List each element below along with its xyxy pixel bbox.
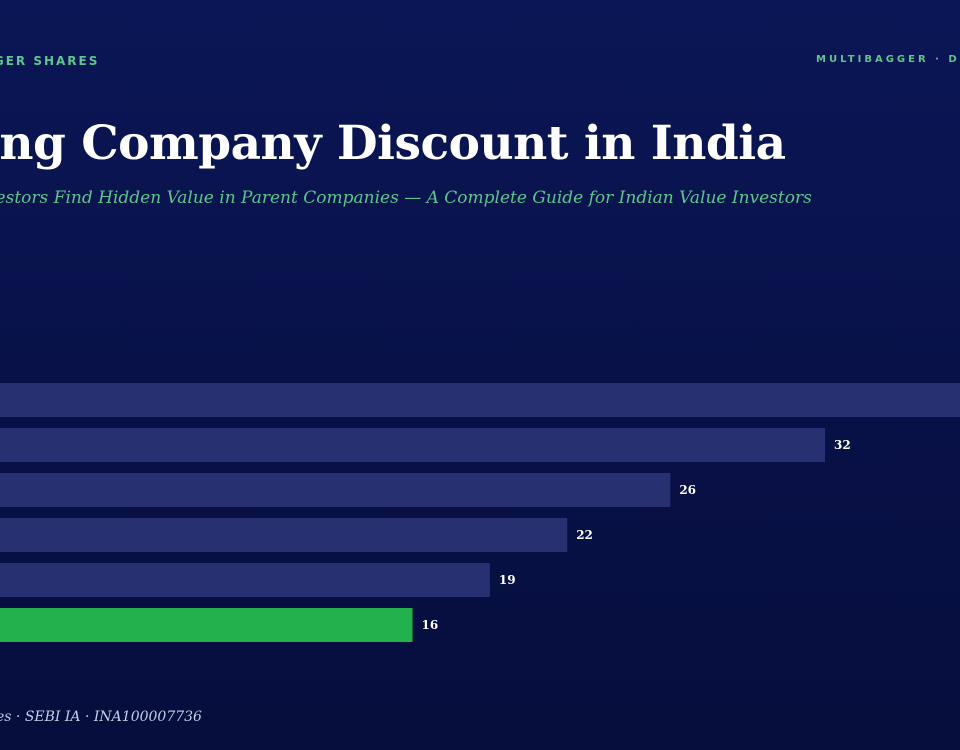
- bar-value-label: 22: [576, 528, 593, 542]
- bar-value-label: 26: [679, 483, 696, 497]
- bar-0: [0, 383, 960, 417]
- bar-5: [0, 608, 413, 642]
- bar-value-label: 19: [499, 573, 516, 587]
- page-subtitle: nvestors Find Hidden Value in Parent Com…: [0, 188, 812, 208]
- bar-1: [0, 428, 825, 462]
- bar-3: [0, 518, 568, 552]
- eyebrow-left: GGER SHARES: [0, 54, 100, 68]
- bar-2: [0, 473, 671, 507]
- page-title: ing Company Discount in India: [0, 116, 786, 171]
- eyebrow-right: MULTIBAGGER · D: [816, 54, 960, 65]
- bar-4: [0, 563, 490, 597]
- bar-value-label: 16: [422, 618, 439, 632]
- bar-value-label: 32: [834, 438, 851, 452]
- footer-credit: es · SEBI IA · INA100007736: [0, 709, 202, 725]
